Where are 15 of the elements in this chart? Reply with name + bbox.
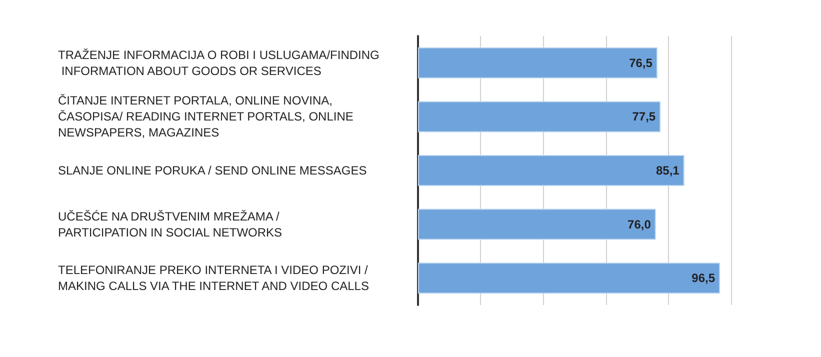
bar: [418, 208, 656, 240]
bar: [418, 262, 720, 294]
data-label: 77,5: [632, 110, 656, 124]
y-tick-label: TRAŽENJE INFORMACIJA O ROBI I USLUGAMA/FINDING INFORMATION ABOUT GOODS OR SERVICES: [58, 48, 380, 78]
data-label: 96,5: [692, 271, 716, 286]
y-tick-label: TELEFONIRANJE PREKO INTERNETA I VIDEO POZIVI / MAKING CALLS VIA THE INTERNET AND VIDEO CALLS: [58, 263, 372, 294]
y-tick-label: ČITANJE INTERNET PORTALA, ONLINE NOVINA, ČASOPISA/ READING INTERNET PORTALS, ONLINE NEWSPAPERS, MAGAZINES: [58, 94, 357, 140]
bar: [418, 155, 684, 186]
data-label: 76,5: [629, 56, 653, 70]
y-tick-label: UČEŠĆE NA DRUŠTVENIM MREŽAMA / PARTICIPATION IN SOCIAL NETWORKS: [58, 209, 283, 240]
y-tick-label: SLANJE ONLINE PORUKA / SEND ONLINE MESSAGES: [58, 164, 367, 178]
bar: [418, 47, 658, 78]
bar: [418, 101, 661, 132]
data-label: 76,0: [628, 217, 652, 232]
data-label: 85,1: [656, 164, 680, 178]
